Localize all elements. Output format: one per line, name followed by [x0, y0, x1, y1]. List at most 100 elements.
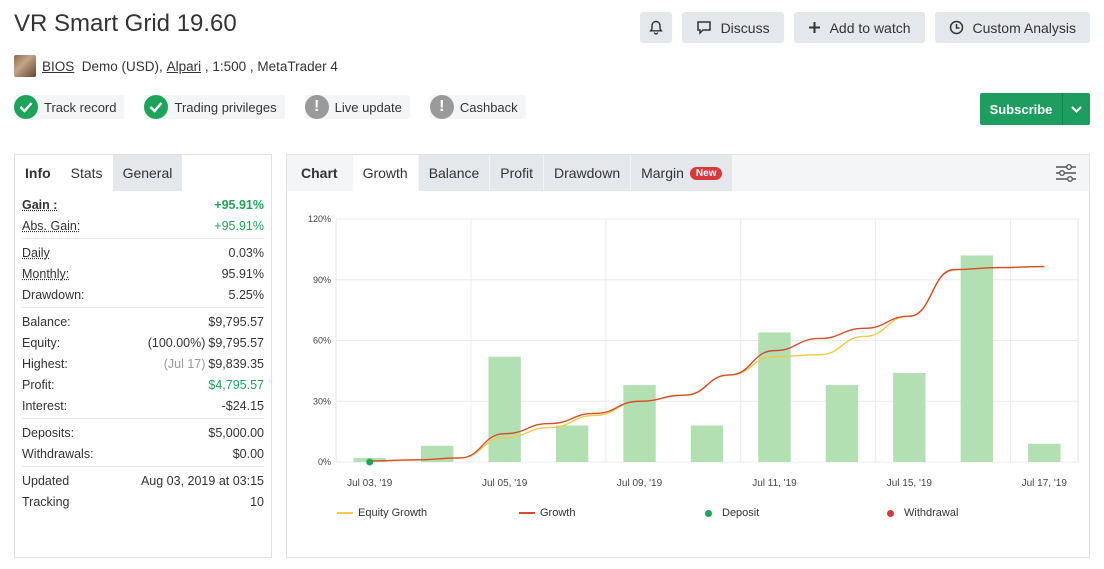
badge-label: Live update — [334, 99, 402, 115]
legend-dot — [887, 509, 894, 517]
legend-equity-growth[interactable]: Equity Growth — [337, 507, 519, 519]
stat-interest: Interest: -$24.15 — [22, 395, 264, 416]
subscribe-label[interactable]: Subscribe — [989, 101, 1053, 117]
stat-value: $9,795.57 — [208, 335, 264, 350]
chart-tabs-title: Chart — [287, 155, 352, 191]
check-icon — [14, 95, 38, 119]
tab-general[interactable]: General — [112, 155, 183, 191]
author-link[interactable]: BIOS — [42, 58, 75, 74]
stat-value: +95.91% — [214, 197, 264, 212]
stat-label: Profit: — [22, 377, 55, 392]
custom-analysis-button[interactable]: Custom Analysis — [934, 12, 1090, 43]
stat-label: Tracking — [22, 494, 70, 509]
top-actions: Discuss Add to watch Custom Analysis — [639, 12, 1090, 43]
account-type: Demo (USD), — [81, 58, 163, 74]
add-to-watch-label: Add to watch — [829, 19, 911, 36]
tab-balance[interactable]: Balance — [418, 155, 490, 191]
stat-monthly: Monthly: 95.91% — [22, 263, 264, 284]
plus-icon — [808, 22, 820, 33]
badge-live-update[interactable]: ! Live update — [304, 95, 410, 119]
stat-value: $5,000.00 — [208, 425, 264, 440]
notify-button[interactable] — [639, 12, 672, 43]
x-tick-label: Jul 03, '19 — [347, 478, 393, 489]
stat-label: Highest: — [22, 356, 68, 371]
stat-label: Interest: — [22, 398, 68, 413]
chart-bar — [488, 356, 521, 462]
stat-label[interactable]: Abs. Gain: — [22, 218, 81, 233]
x-tick-label: Jul 09, '19 — [617, 478, 663, 489]
exclamation-icon: ! — [304, 95, 329, 119]
stat-label: Drawdown: — [22, 287, 85, 302]
clock-icon — [949, 20, 963, 35]
stat-value: $0.00 — [232, 446, 264, 461]
stat-balance: Balance: $9,795.57 — [22, 311, 264, 332]
x-tick-label: Jul 11, '19 — [752, 478, 797, 489]
tab-info[interactable]: Info — [15, 155, 61, 191]
subscribe-button[interactable]: Subscribe — [980, 93, 1090, 125]
verification-badges: Track record Trading privileges ! Live u… — [14, 95, 526, 119]
badge-label: Cashback — [459, 99, 518, 115]
tab-growth[interactable]: Growth — [352, 155, 418, 191]
stat-equity: Equity: (100.00%) $9,795.57 — [22, 332, 264, 353]
legend-label: Equity Growth — [358, 507, 428, 519]
chart-bar — [758, 332, 791, 462]
tab-stats[interactable]: Stats — [70, 165, 103, 181]
stat-label[interactable]: Gain : — [22, 197, 58, 212]
new-badge: New — [689, 166, 723, 180]
stat-label[interactable]: Monthly: — [22, 266, 70, 281]
chart-bar — [623, 385, 656, 462]
badge-label: Track record — [44, 99, 117, 115]
badge-trading-privileges[interactable]: Trading privileges — [144, 95, 285, 119]
sliders-icon — [1056, 164, 1076, 182]
y-tick-label: 120% — [308, 214, 331, 224]
legend-line — [519, 512, 535, 514]
legend-label: Deposit — [722, 507, 760, 519]
stat-deposits: Deposits: $5,000.00 — [22, 422, 264, 443]
stat-value: $4,795.57 — [208, 377, 264, 392]
page-title: VR Smart Grid 19.60 — [14, 10, 237, 37]
stats-panel: Info Stats General Gain : +95.91% Abs. Ga… — [14, 154, 272, 558]
legend-label: Growth — [540, 507, 576, 519]
y-tick-label: 90% — [313, 275, 331, 285]
chart-bar — [960, 255, 994, 462]
stat-value: 5.25% — [228, 287, 264, 302]
bell-icon — [648, 20, 663, 35]
tab-margin-label: Margin — [641, 165, 684, 181]
legend-deposit[interactable]: Deposit — [701, 507, 883, 519]
legend-withdrawal[interactable]: Withdrawal — [883, 507, 1065, 519]
x-tick-label: Jul 15, '19 — [887, 478, 933, 489]
custom-analysis-label: Custom Analysis — [972, 19, 1076, 36]
chart-panel: Chart Growth Balance Profit Drawdown Mar… — [286, 154, 1090, 558]
tab-margin[interactable]: Margin New — [631, 155, 733, 191]
growth-line — [369, 265, 1045, 462]
chart-bar — [690, 425, 724, 462]
stat-updated: Updated Aug 03, 2019 at 03:15 — [22, 470, 264, 491]
stat-profit: Profit: $4,795.57 — [22, 374, 264, 395]
tab-profit[interactable]: Profit — [490, 155, 543, 191]
chart-bar — [893, 372, 926, 462]
chart-tabs: Chart Growth Balance Profit Drawdown Mar… — [287, 155, 1089, 191]
add-to-watch-button[interactable]: Add to watch — [793, 12, 925, 43]
chart-legend: Equity Growth Growth Deposit Withdrawal — [337, 507, 1065, 519]
stat-value: 0.03% — [228, 245, 264, 260]
stat-subvalue: (Jul 17) — [163, 356, 206, 371]
stats-list: Gain : +95.91% Abs. Gain: +95.91% Daily 0.0… — [15, 191, 271, 514]
subscribe-dropdown[interactable] — [1062, 93, 1090, 125]
check-icon — [144, 95, 169, 119]
chart-settings-button[interactable] — [1055, 163, 1077, 186]
avatar[interactable] — [14, 55, 36, 77]
stat-drawdown: Drawdown: 5.25% — [22, 284, 264, 305]
y-tick-label: 30% — [313, 396, 331, 406]
stat-label: Withdrawals: — [22, 446, 94, 461]
stat-subvalue: (100.00%) — [147, 335, 206, 350]
discuss-button[interactable]: Discuss — [681, 12, 784, 43]
chart-bar — [555, 425, 589, 462]
broker-link[interactable]: Alpari — [166, 58, 202, 74]
badge-cashback[interactable]: ! Cashback — [429, 95, 526, 119]
tab-drawdown[interactable]: Drawdown — [543, 155, 631, 191]
discuss-label: Discuss — [720, 19, 770, 36]
badge-track-record[interactable]: Track record — [14, 95, 125, 119]
stat-label[interactable]: Daily — [22, 245, 50, 260]
legend-growth[interactable]: Growth — [519, 507, 701, 519]
stat-label: Balance: — [22, 314, 71, 329]
